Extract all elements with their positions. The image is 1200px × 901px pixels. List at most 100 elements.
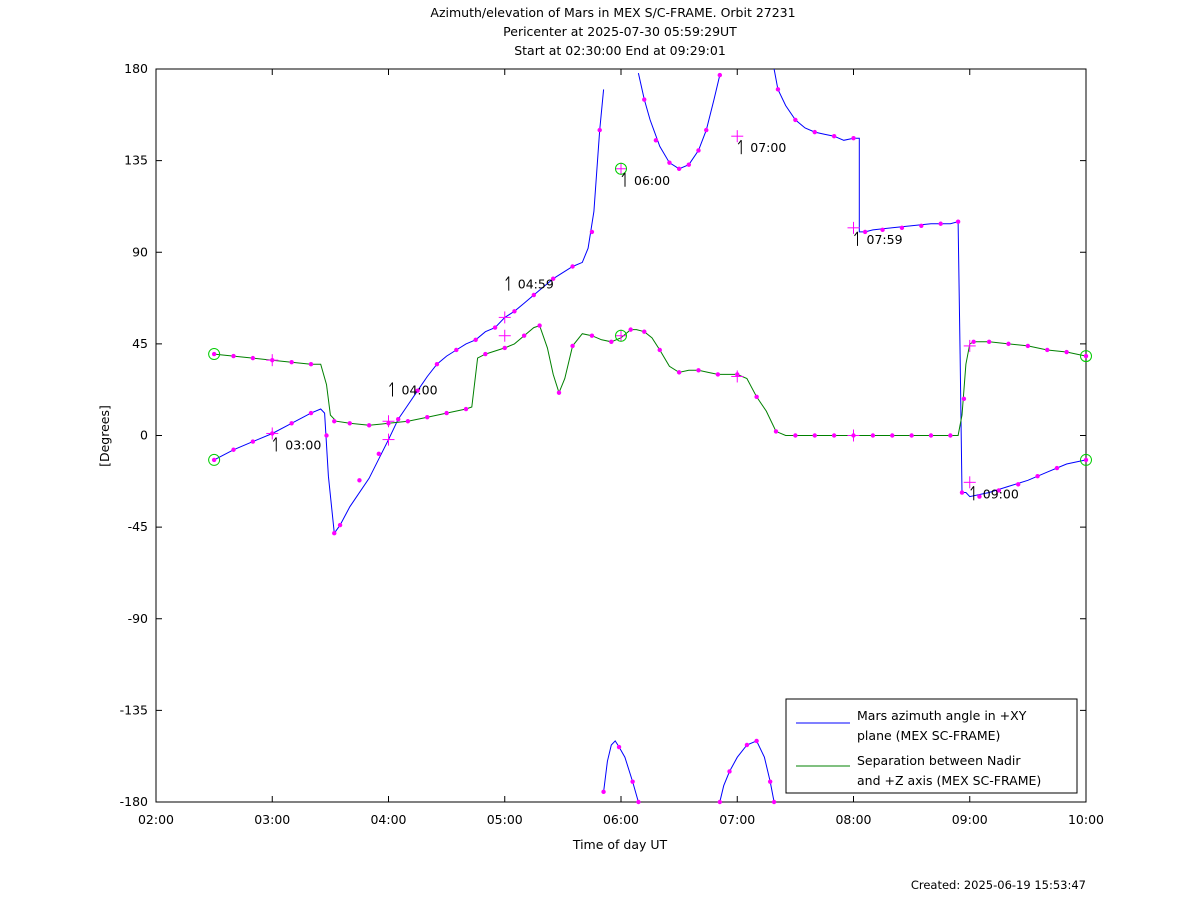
x-tick-label: 08:00 [835,812,871,827]
series-0-point [793,117,798,123]
series-0-point [862,229,868,235]
series-0-endpoint-ring [615,162,627,175]
series-1-point [1045,347,1050,353]
series-1-point [642,329,647,334]
series-0-point [696,148,701,153]
series-0-point [357,478,362,483]
series-1-point [211,351,217,357]
series-0-point [771,799,777,805]
y-tick-label: 180 [124,61,148,76]
series-0-point [589,229,595,235]
x-tick-label: 04:00 [370,812,406,827]
series-0-point [686,162,692,167]
x-tick-label: 03:00 [254,812,290,827]
series-0-point [376,451,382,457]
series-0-point [653,138,659,143]
annotation-pointer-head [854,231,858,237]
series-0-point [332,531,337,536]
series-0-point [831,133,837,139]
series-0-point [395,417,401,422]
y-axis-label: [Degrees] [97,405,112,467]
annotation-label: 04:59 [518,277,554,292]
series-1-point [289,360,294,365]
series-1-point [1064,349,1069,355]
series-0-point [880,227,885,233]
series-0-point [601,789,606,795]
series-0-point [1054,465,1060,471]
series-1-point [463,406,469,412]
series-0-point [531,292,537,298]
series-1-point [250,355,256,361]
series-1-point [1006,341,1011,347]
series-1-point [676,370,682,375]
series-1-point [961,396,967,402]
title-line-2: Pericenter at 2025-07-30 05:59:29UT [503,24,737,39]
series-0-point [597,127,602,133]
series-0-endpoint-ring [208,453,221,466]
annotation-label: 06:00 [634,173,670,188]
series-0-point [704,127,709,133]
series-0-point [616,744,622,750]
series-0-point [955,219,961,224]
series-1-point [870,433,876,438]
annotation-pointer-head [621,172,626,178]
y-tick-label: -90 [128,611,148,626]
title-line-3: Start at 02:30:00 End at 09:29:01 [514,43,726,58]
series-0-point [717,72,723,78]
series-0-point [636,799,641,805]
series-1-point [609,339,614,345]
title-line-1: Azimuth/elevation of Mars in MEX S/C-FRA… [430,5,795,20]
annotations-layer: 03:00 04:00 04:59 06:00 07:00 07:59 09:00 [272,139,1019,501]
series-0-point [250,439,256,444]
series-1-point [308,362,314,367]
series-1-point [556,390,562,395]
legend-label-azimuth-1: Mars azimuth angle in +XY [857,708,1027,723]
series-1-point [366,423,372,428]
legend-label-separation-1: Separation between Nadir [857,753,1021,768]
series-1-point [928,433,934,438]
series-0-point [899,225,905,231]
y-tick-label: -180 [120,794,148,809]
axis-ticks: 02:00 03:00 04:00 05:00 06:00 07:00 08:00 09:00… [120,61,1104,827]
series-1-point [425,414,430,420]
series-0-point [512,309,517,314]
series-0-point [812,129,817,135]
series-0-point [676,166,682,171]
series-0-point [919,223,924,228]
series-0-point [977,494,982,499]
series-0-point [959,490,965,495]
annotation-pointer-head [970,486,975,491]
series-1-point [773,429,779,434]
series-1-point [537,323,542,328]
x-tick-label: 06:00 [603,812,639,827]
series-0-point [308,410,314,416]
legend-label-azimuth-2: plane (MEX SC-FRAME) [857,728,1000,743]
series-0-point [231,447,236,452]
series-1-point [831,433,837,438]
y-tick-label: 135 [124,153,148,168]
x-tick-label: 07:00 [719,812,755,827]
series-0-point [642,97,647,102]
series-0-line [773,68,1087,498]
series-0-point [492,325,498,330]
series-0-point [473,337,478,343]
annotation-pointer-head [505,276,510,281]
series-0-point [454,347,459,353]
series-0-point [289,421,294,426]
series-0-point [211,457,217,463]
series-1-point [715,372,721,377]
x-tick-label: 02:00 [138,812,174,827]
series-1-point [754,394,759,400]
series-0-point [415,388,420,393]
series-1-point [971,339,976,345]
series-0-line [213,89,605,535]
series-0-point [851,136,856,141]
series-0-point [324,433,329,438]
series-1-point [696,368,701,373]
series-1-endpoint-ring [615,329,627,342]
series-1-point [1083,353,1089,359]
series-0-point [434,362,440,367]
y-tick-label: 90 [132,244,148,259]
series-0-point [717,799,723,805]
